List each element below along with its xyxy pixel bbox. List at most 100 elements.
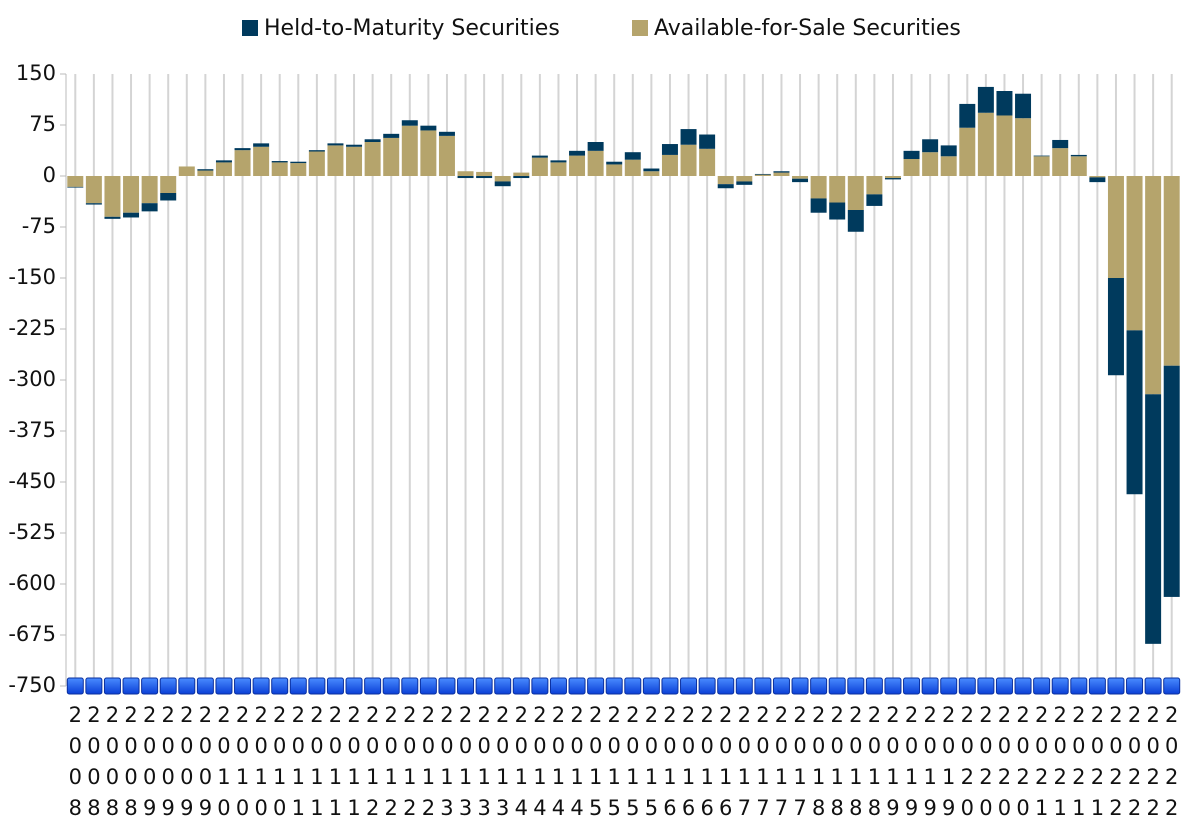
bar xyxy=(940,145,957,157)
bar xyxy=(494,176,511,182)
bar xyxy=(1163,176,1180,366)
bar xyxy=(1107,278,1124,376)
category-marker xyxy=(921,677,939,695)
y-tick-label: -300 xyxy=(8,367,56,391)
axes: 150 75 0 -75 -150 -225 -300 -375 -450 -525 -600 -67… xyxy=(8,61,1181,820)
bar xyxy=(847,176,864,210)
bar xyxy=(364,142,381,176)
bar xyxy=(922,139,939,153)
category-marker xyxy=(457,677,475,695)
category-marker xyxy=(1107,677,1125,695)
bar xyxy=(123,212,140,218)
category-marker xyxy=(977,677,995,695)
category-marker xyxy=(865,677,883,695)
y-tick-label: -375 xyxy=(8,418,56,442)
bar xyxy=(1145,394,1162,644)
category-marker xyxy=(141,677,159,695)
category-marker xyxy=(940,677,958,695)
bar xyxy=(773,172,790,176)
category-marker xyxy=(1088,677,1106,695)
category-marker xyxy=(624,677,642,695)
bar xyxy=(215,160,232,163)
category-marker xyxy=(958,677,976,695)
bar xyxy=(996,115,1013,176)
bar xyxy=(922,152,939,176)
bar xyxy=(1033,155,1050,157)
bar xyxy=(736,181,753,185)
bar xyxy=(847,210,864,232)
bar xyxy=(569,155,586,176)
bar xyxy=(253,146,270,176)
category-marker xyxy=(475,677,493,695)
category-marker xyxy=(828,677,846,695)
bar xyxy=(699,134,716,149)
y-tick-label: 150 xyxy=(16,61,56,85)
category-marker xyxy=(271,677,289,695)
category-marker xyxy=(1163,677,1181,695)
bar xyxy=(680,144,697,176)
bar xyxy=(550,162,567,176)
category-marker xyxy=(1126,677,1144,695)
bar xyxy=(792,176,809,179)
bar xyxy=(1089,176,1106,178)
bar xyxy=(271,161,288,163)
bar xyxy=(810,198,827,213)
bar xyxy=(680,129,697,145)
bar xyxy=(661,154,678,176)
bar xyxy=(569,150,586,156)
bar xyxy=(1015,118,1032,176)
bar xyxy=(959,103,976,128)
bar xyxy=(903,159,920,176)
legend-label: Held-to-Maturity Securities xyxy=(264,16,560,41)
bar xyxy=(1052,148,1069,176)
bar xyxy=(160,193,177,201)
bar xyxy=(977,86,994,113)
category-marker xyxy=(1144,677,1162,695)
category-marker xyxy=(549,677,567,695)
bar xyxy=(141,203,158,212)
bar xyxy=(1015,93,1032,119)
bar xyxy=(457,171,474,176)
bar xyxy=(383,137,400,176)
y-tick-label: -75 xyxy=(22,214,56,238)
bar xyxy=(754,173,771,175)
bar xyxy=(327,143,344,146)
bar xyxy=(494,181,511,187)
bar xyxy=(383,133,400,138)
bar xyxy=(457,176,474,179)
bar xyxy=(346,146,363,176)
y-tick-label: -675 xyxy=(8,622,56,646)
y-tick-label: -150 xyxy=(8,265,56,289)
bar xyxy=(996,91,1013,116)
bar xyxy=(476,176,493,179)
bar xyxy=(661,144,678,155)
bar xyxy=(178,166,195,176)
bar xyxy=(438,135,455,176)
bar xyxy=(531,157,548,176)
